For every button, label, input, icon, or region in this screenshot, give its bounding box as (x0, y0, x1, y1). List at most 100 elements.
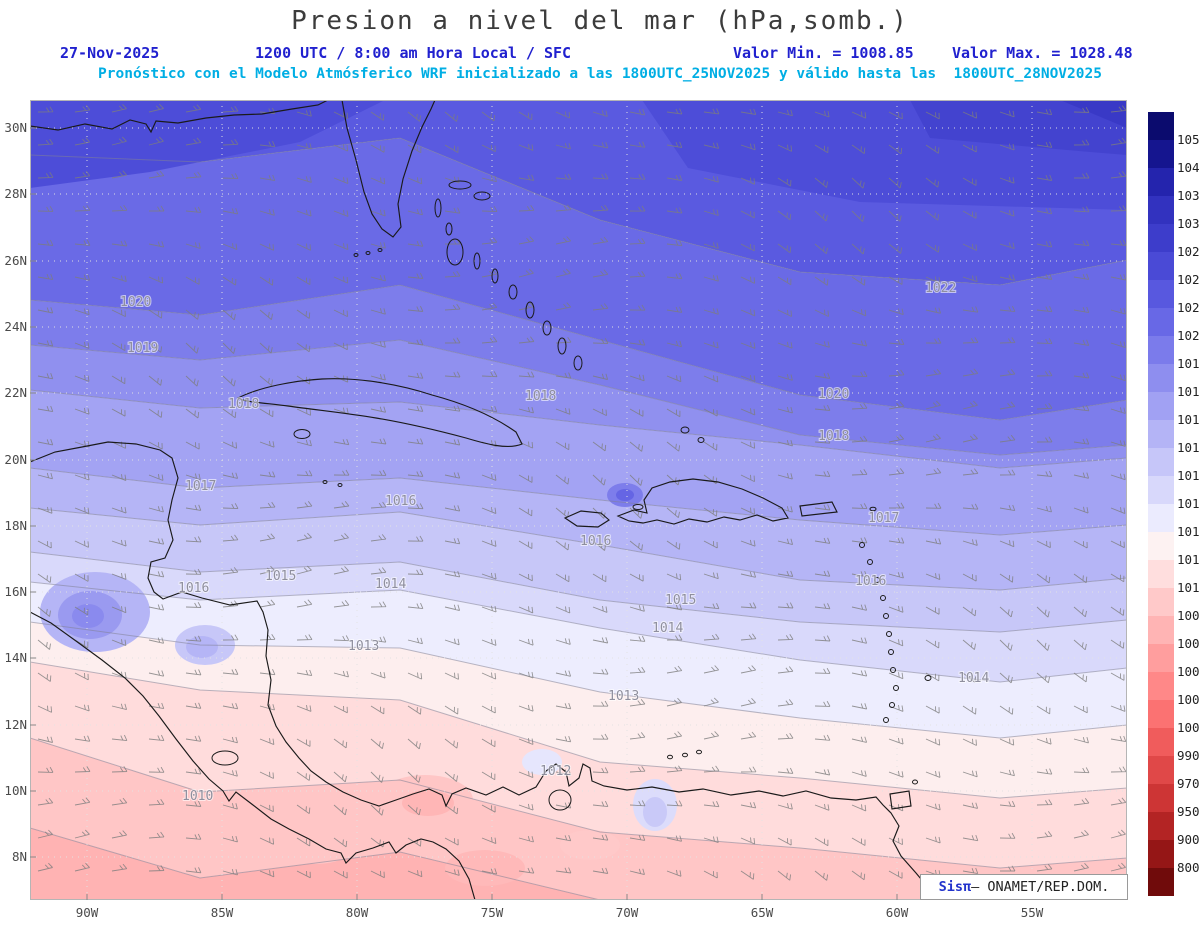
colorbar-segment (1148, 364, 1174, 392)
pressure-band (30, 340, 1127, 468)
island-outline (924, 675, 932, 681)
island-outline (508, 284, 518, 300)
lon-label: 85W (210, 905, 234, 920)
colorbar-segment (1148, 616, 1174, 644)
colorbar-tick: 1020 (1177, 328, 1200, 343)
header-max-value: Valor Max. = 1028.48 (952, 44, 1133, 62)
pressure-band (30, 468, 1127, 590)
island-outline (557, 337, 567, 355)
pressure-band (30, 582, 1127, 738)
island-outline (448, 180, 472, 190)
island-outline (883, 717, 889, 723)
pressure-blob (186, 636, 218, 658)
pressure-contour (30, 284, 1127, 421)
colorbar-tick: 1019 (1177, 356, 1200, 371)
pressure-blob (273, 824, 357, 864)
contour-label: 1016 (580, 534, 611, 549)
colorbar-segment (1148, 560, 1174, 588)
pressure-contour (30, 389, 1127, 469)
map-plot-area: 1020 1019 1018 1018 1022 1020 1018 1017 1016 1016… (30, 100, 1127, 900)
island-outline (883, 613, 889, 619)
colorbar-tick: 1014 (1177, 496, 1200, 511)
header-min-value: Valor Min. = 1008.85 (733, 44, 914, 62)
lon-label: 70W (615, 905, 639, 920)
pressure-band (30, 828, 1127, 900)
pressure-band (30, 390, 1127, 535)
contour-label: 1015 (665, 593, 696, 608)
colorbar-tick: 900 (1177, 832, 1200, 847)
island-outline (377, 248, 383, 252)
colorbar-segment (1148, 504, 1174, 532)
colorbar-segment (1148, 672, 1174, 700)
contour-label: 1020 (818, 387, 849, 402)
colorbar-segment (1148, 784, 1174, 812)
pressure-contour (30, 621, 1127, 739)
colorbar-tick: 800 (1177, 860, 1200, 875)
island-outline (322, 480, 328, 484)
colorbar-segment (1148, 812, 1174, 840)
colorbar-tick: 990 (1177, 748, 1200, 763)
island-outline (337, 483, 343, 487)
pressure-blob (522, 749, 562, 775)
island-outline (434, 198, 442, 218)
pressure-blob (616, 489, 634, 501)
island-outline (889, 702, 895, 708)
colorbar-segment (1148, 476, 1174, 504)
colorbar-tick: 1028 (1177, 244, 1200, 259)
island-outline (667, 754, 673, 760)
lon-label: 65W (750, 905, 774, 920)
colorbar-tick: 950 (1177, 804, 1200, 819)
colorbar-segment (1148, 168, 1174, 196)
high-pressure-patch (30, 100, 385, 188)
pressure-map-svg: 1020 1019 1018 1018 1022 1020 1018 1017 1016 1016… (30, 100, 1127, 900)
island-outline (446, 238, 464, 266)
colorbar-tick: 1040 (1177, 160, 1200, 175)
lat-label: 16N (4, 584, 27, 599)
lat-label: 24N (4, 319, 27, 334)
lon-label: 80W (345, 905, 369, 920)
lat-label: 12N (4, 717, 27, 732)
island-outline (525, 301, 535, 319)
colorbar-segment (1148, 700, 1174, 728)
colorbar-segment (1148, 728, 1174, 756)
pressure-band (30, 662, 1127, 868)
contour-label: 1013 (348, 639, 379, 654)
colorbar-segment (1148, 448, 1174, 476)
pressure-contour (30, 661, 1127, 799)
page-title: Presion a nivel del mar (hPa,somb.) (291, 6, 909, 36)
contour-label: 1016 (385, 494, 416, 509)
island-outline (696, 749, 702, 755)
colorbar-tick: 1000 (1177, 720, 1200, 735)
colorbar-tick: 1022 (1177, 300, 1200, 315)
coastline (563, 510, 610, 528)
pressure-blob (445, 850, 525, 886)
pressure-contour (30, 467, 1127, 536)
map-frame (30, 100, 1127, 900)
attribution-box: Sisπ– ONAMET/REP.DOM. (920, 874, 1128, 900)
pressure-blob (560, 830, 620, 860)
island-outline (445, 222, 453, 236)
pressure-contour (30, 581, 1127, 683)
colorbar-tick: 1018 (1177, 384, 1200, 399)
island-outline (682, 752, 688, 758)
contour-label: 1012 (540, 764, 571, 779)
lat-label: 14N (4, 650, 27, 665)
contour-label: 1013 (608, 689, 639, 704)
island-outline (473, 252, 481, 270)
colorbar-segment (1148, 308, 1174, 336)
contour-label: 1019 (127, 341, 158, 356)
contour-label: 1014 (375, 577, 406, 592)
colorbar-tick: 1013 (1177, 524, 1200, 539)
island-outline (890, 667, 896, 673)
island-outline (548, 789, 572, 811)
colorbar-segment (1148, 420, 1174, 448)
island-outline (867, 559, 873, 565)
island-outline (473, 191, 491, 201)
pressure-band (30, 138, 1127, 420)
colorbar-tick: 1050 (1177, 132, 1200, 147)
lon-label: 55W (1020, 905, 1044, 920)
contour-label: 1018 (818, 429, 849, 444)
colorbar-segment (1148, 756, 1174, 784)
colorbar-segment (1148, 112, 1174, 140)
island-outline (869, 506, 877, 512)
